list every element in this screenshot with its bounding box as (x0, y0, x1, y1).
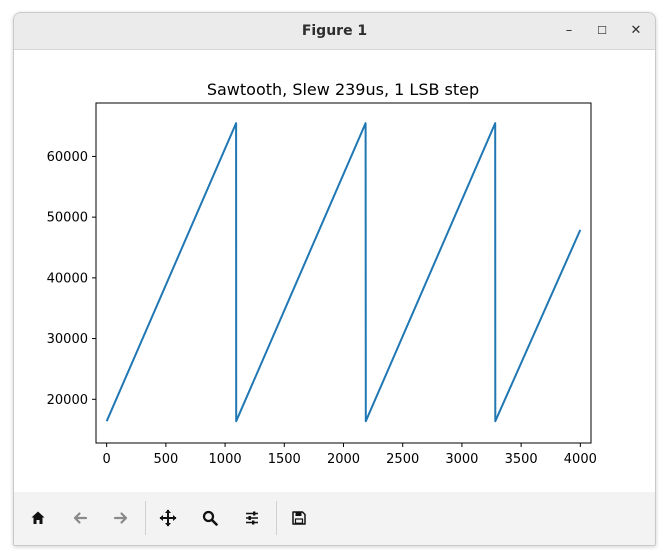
x-tick-label: 500 (153, 452, 178, 467)
chart-title: Sawtooth, Slew 239us, 1 LSB step (207, 80, 479, 99)
forward-arrow-icon (113, 512, 128, 524)
magnifier-icon (202, 510, 218, 526)
x-tick-label: 0 (103, 452, 111, 467)
y-tick-label: 30000 (47, 332, 88, 347)
floppy-disk-icon (292, 511, 306, 525)
sawtooth-series-line (105, 122, 582, 423)
line-chart: Sawtooth, Slew 239us, 1 LSB step 0 500 100… (47, 80, 597, 467)
series-layer (105, 122, 582, 423)
home-icon (31, 511, 45, 524)
toolbar-separator (276, 501, 277, 535)
pan-button[interactable] (154, 504, 182, 532)
forward-button[interactable] (107, 504, 135, 532)
title-bar[interactable]: Figure 1 – ☐ ✕ (14, 13, 655, 50)
x-tick-label: 2000 (327, 452, 360, 467)
x-tick-label: 3000 (445, 452, 478, 467)
toolbar-separator (145, 501, 146, 535)
move-arrows-icon (159, 509, 177, 527)
y-tick-label: 50000 (47, 211, 88, 226)
y-tick-label: 60000 (47, 150, 88, 165)
figure-canvas[interactable]: Sawtooth, Slew 239us, 1 LSB step 0 500 100… (14, 50, 655, 492)
x-tick-label: 1500 (268, 452, 301, 467)
back-button[interactable] (66, 504, 94, 532)
x-tick-label: 2500 (386, 452, 419, 467)
figure-window: Figure 1 – ☐ ✕ Sawtooth, Slew 239us, 1 L… (13, 12, 656, 546)
y-tick-label: 20000 (47, 393, 88, 408)
x-tick-label: 3500 (505, 452, 538, 467)
zoom-button[interactable] (196, 504, 224, 532)
save-button[interactable] (285, 504, 313, 532)
home-button[interactable] (24, 504, 52, 532)
maximize-button[interactable]: ☐ (597, 24, 607, 37)
minimize-button[interactable]: – (565, 23, 573, 38)
sliders-icon (246, 511, 258, 525)
close-button[interactable]: ✕ (630, 23, 642, 38)
configure-subplots-button[interactable] (238, 504, 266, 532)
navigation-toolbar (14, 492, 655, 545)
x-tick-label: 1000 (209, 452, 242, 467)
x-tick-label: 4000 (564, 452, 597, 467)
window-title: Figure 1 (301, 23, 368, 39)
back-arrow-icon (73, 512, 88, 524)
axis-ticks: 0 500 1000 1500 2000 2500 3000 3500 4000 20000 300… (47, 150, 597, 467)
y-tick-label: 40000 (47, 271, 88, 286)
